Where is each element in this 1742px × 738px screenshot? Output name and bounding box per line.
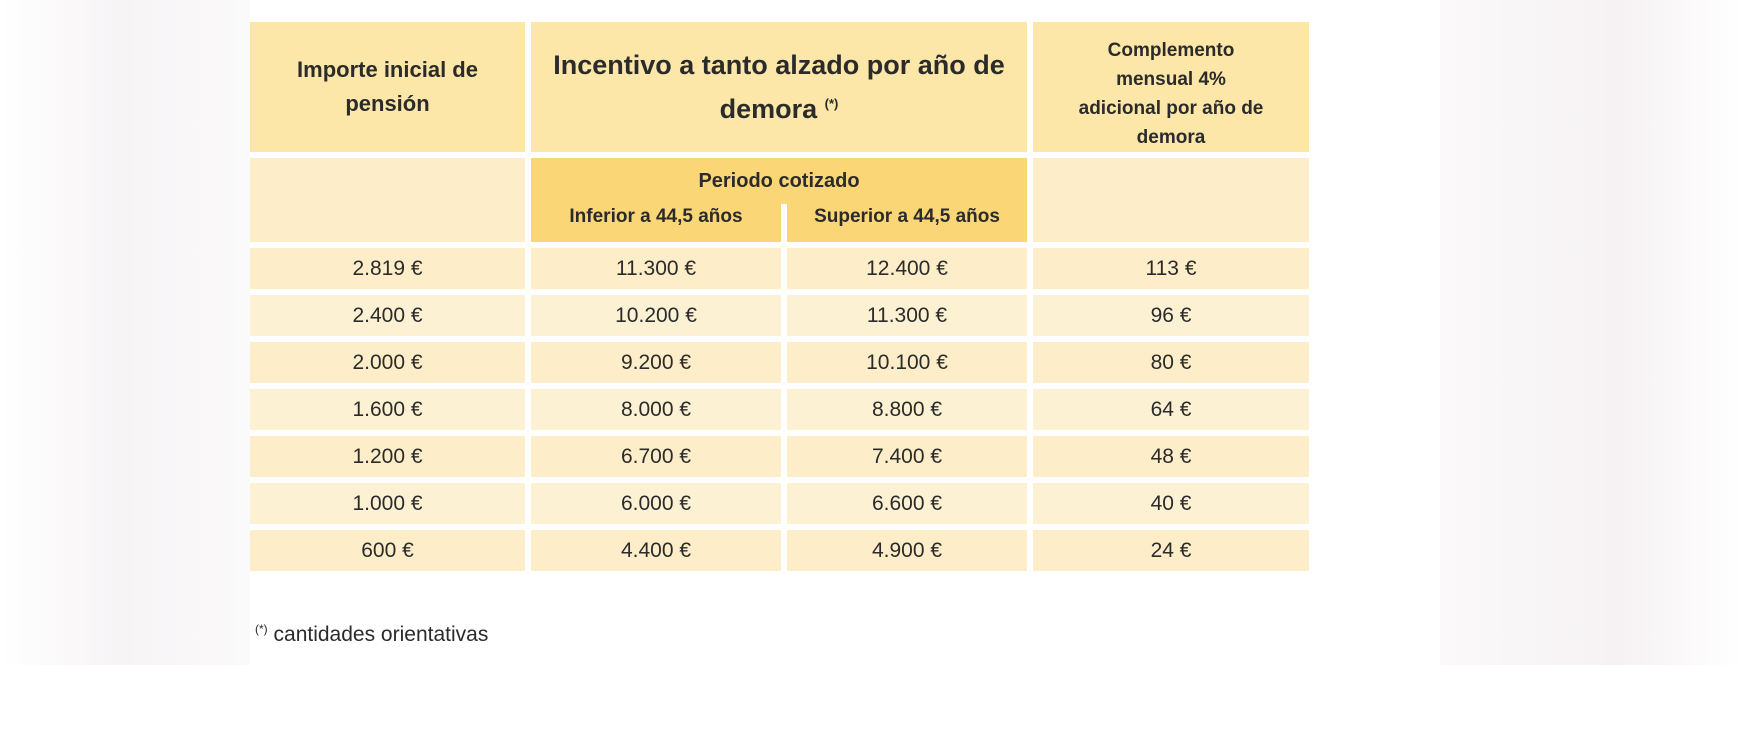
- periodo-superior: Superior a 44,5 años: [814, 206, 1000, 227]
- cell-complemento: 96 €: [1033, 295, 1309, 336]
- cell-inferior: 10.200 €: [531, 295, 781, 336]
- cell-inferior: 6.000 €: [531, 483, 781, 524]
- cell-superior: 6.600 €: [787, 483, 1027, 524]
- cell-superior: 11.300 €: [787, 295, 1027, 336]
- footnote: (*) cantidades orientativas: [255, 622, 488, 647]
- periodo-title: Periodo cotizado: [698, 170, 860, 192]
- footnote-text: cantidades orientativas: [273, 623, 489, 646]
- table-row: 2.400 € 10.200 € 11.300 € 96 €: [250, 295, 1309, 336]
- header-incentivo: Incentivo a tanto alzado por año de demo…: [531, 22, 1027, 152]
- table-row: 1.200 € 6.700 € 7.400 € 48 €: [250, 436, 1309, 477]
- header-row: Importe inicial de pensión Incentivo a t…: [250, 22, 1309, 152]
- subheader-row: Periodo cotizado Inferior a 44,5 años Su…: [250, 158, 1309, 242]
- cell-complemento: 113 €: [1033, 248, 1309, 289]
- cell-inferior: 9.200 €: [531, 342, 781, 383]
- header-complemento-label: Complemento mensual 4% adicional por año…: [1078, 40, 1264, 148]
- cell-superior: 12.400 €: [787, 248, 1027, 289]
- subheader-empty-right: [1033, 158, 1309, 242]
- cell-complemento: 80 €: [1033, 342, 1309, 383]
- subheader-periodo: Periodo cotizado Inferior a 44,5 años Su…: [531, 158, 1027, 242]
- periodo-inferior: Inferior a 44,5 años: [569, 206, 743, 227]
- table-body: Importe inicial de pensión Incentivo a t…: [250, 22, 1309, 571]
- header-importe: Importe inicial de pensión: [250, 22, 525, 152]
- cell-importe: 1.200 €: [250, 436, 525, 477]
- table-row: 600 € 4.400 € 4.900 € 24 €: [250, 530, 1309, 571]
- cell-superior: 8.800 €: [787, 389, 1027, 430]
- table-row: 1.600 € 8.000 € 8.800 € 64 €: [250, 389, 1309, 430]
- cell-importe: 1.600 €: [250, 389, 525, 430]
- cell-complemento: 40 €: [1033, 483, 1309, 524]
- header-incentivo-label: Incentivo a tanto alzado por año de demo…: [553, 50, 1005, 124]
- header-incentivo-wrap: Incentivo a tanto alzado por año de demo…: [531, 43, 1027, 131]
- table-row: 2.819 € 11.300 € 12.400 € 113 €: [250, 248, 1309, 289]
- cell-complemento: 48 €: [1033, 436, 1309, 477]
- pension-table-container: Importe inicial de pensión Incentivo a t…: [250, 22, 1440, 664]
- cell-superior: 4.900 €: [787, 530, 1027, 571]
- pension-table: Importe inicial de pensión Incentivo a t…: [244, 16, 1315, 577]
- cell-superior: 10.100 €: [787, 342, 1027, 383]
- periodo-divider: [781, 204, 787, 242]
- cell-inferior: 4.400 €: [531, 530, 781, 571]
- cell-importe: 1.000 €: [250, 483, 525, 524]
- cell-importe: 2.400 €: [250, 295, 525, 336]
- cell-importe: 2.819 €: [250, 248, 525, 289]
- table-row: 2.000 € 9.200 € 10.100 € 80 €: [250, 342, 1309, 383]
- cell-inferior: 8.000 €: [531, 389, 781, 430]
- cell-complemento: 24 €: [1033, 530, 1309, 571]
- cell-superior: 7.400 €: [787, 436, 1027, 477]
- header-importe-label: Importe inicial de pensión: [297, 57, 478, 116]
- cell-inferior: 6.700 €: [531, 436, 781, 477]
- cell-importe: 2.000 €: [250, 342, 525, 383]
- header-complemento: Complemento mensual 4% adicional por año…: [1033, 22, 1309, 152]
- cell-complemento: 64 €: [1033, 389, 1309, 430]
- table-row: 1.000 € 6.000 € 6.600 € 40 €: [250, 483, 1309, 524]
- footnote-mark: (*): [255, 622, 268, 636]
- header-incentivo-mark: (*): [824, 96, 839, 111]
- cell-importe: 600 €: [250, 530, 525, 571]
- cell-inferior: 11.300 €: [531, 248, 781, 289]
- subheader-empty-left: [250, 158, 525, 242]
